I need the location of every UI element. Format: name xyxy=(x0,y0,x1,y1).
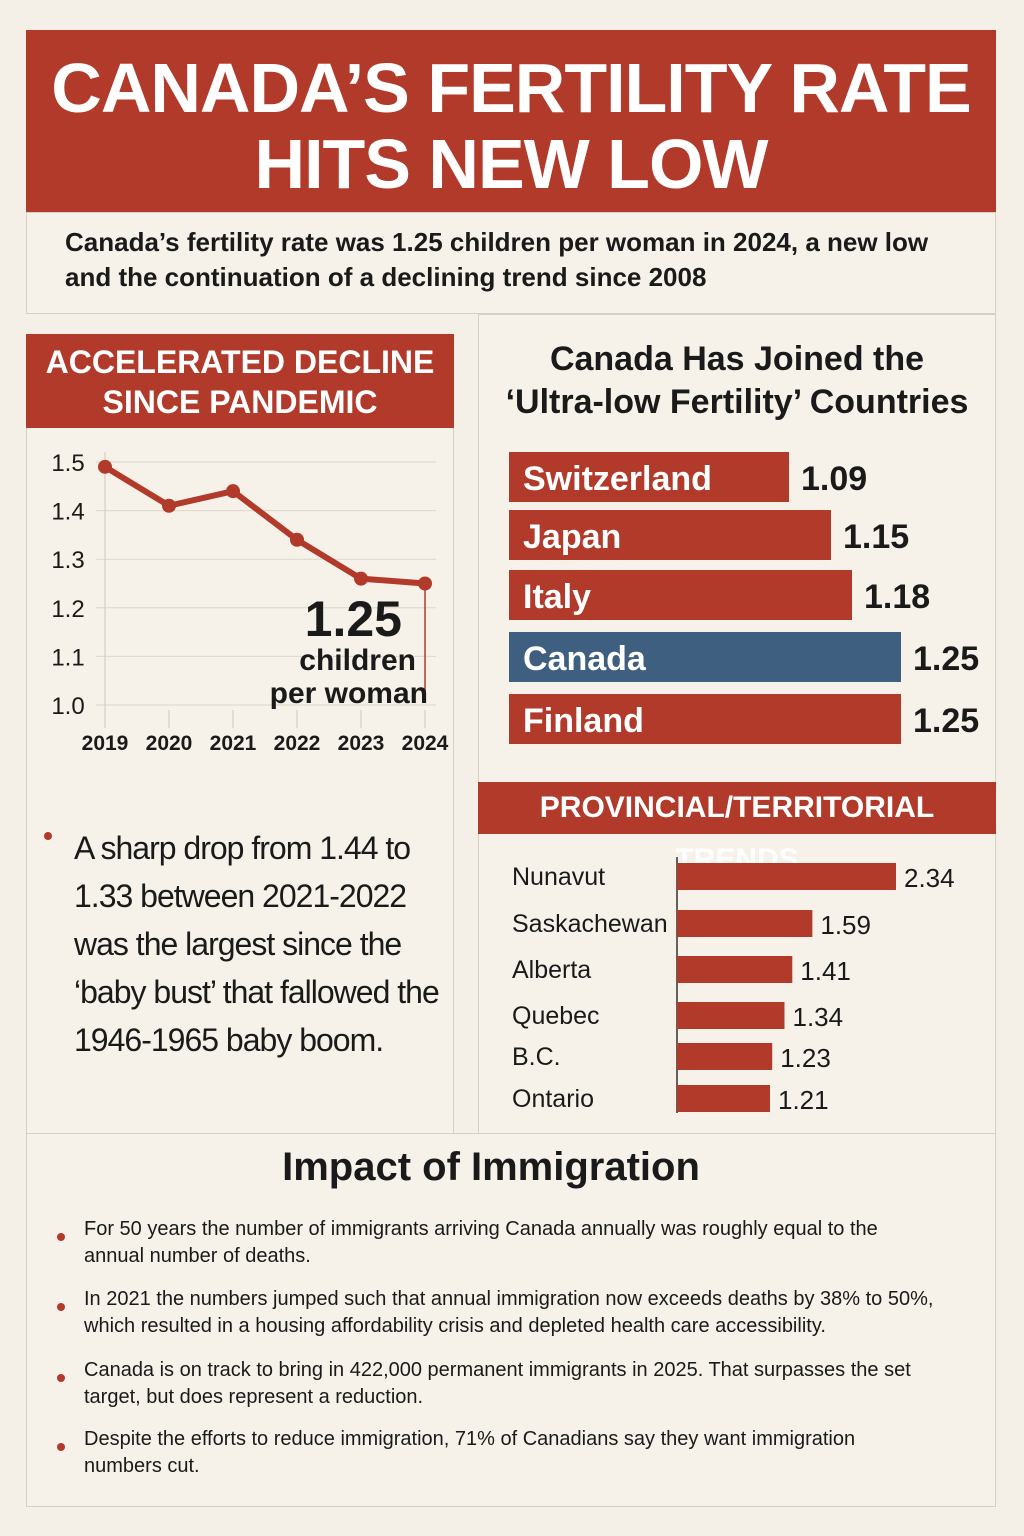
annotation-line-1: children xyxy=(299,644,416,677)
bar-japan xyxy=(509,510,831,560)
bar-value: 1.18 xyxy=(864,578,930,616)
immigration-title: Impact of Immigration xyxy=(282,1145,700,1189)
bar-value: 1.41 xyxy=(800,956,851,986)
ultra-low-heading-line-1: Canada Has Joined the xyxy=(549,340,925,378)
ultra-low-heading-line-2: ‘Ultra-low Fertility’ Countries xyxy=(505,383,969,421)
bar-label: Canada xyxy=(523,640,647,678)
annotation-line-2: per woman xyxy=(270,677,428,710)
y-tick-label: 1.4 xyxy=(51,499,84,526)
data-point-2019 xyxy=(98,459,112,474)
x-tick-label: 2024 xyxy=(402,732,449,755)
bar-saskachewan xyxy=(677,910,813,937)
category-label: Nunavut xyxy=(512,863,605,891)
decline-heading-line-2: SINCE PANDEMIC xyxy=(102,384,378,420)
immigration-panel xyxy=(26,1133,996,1507)
bar-canada xyxy=(509,632,901,682)
data-point-2020 xyxy=(162,498,176,513)
bullet-dot-icon xyxy=(57,1233,65,1241)
y-tick-label: 1.3 xyxy=(51,547,84,574)
bar-alberta xyxy=(677,956,793,983)
y-tick-label: 1.0 xyxy=(51,693,84,720)
category-label: Saskachewan xyxy=(512,910,668,938)
title-line-2: HITS NEW LOW xyxy=(254,125,769,203)
country-bar-chart: Switzerland 1.09 Japan 1.15 Italy 1.18 Canada 1… xyxy=(509,452,979,744)
data-point-2023 xyxy=(354,571,368,586)
bar-value: 1.59 xyxy=(820,910,871,940)
bar-switzerland xyxy=(509,452,789,502)
data-point-2021 xyxy=(226,484,240,499)
bar-value: 1.09 xyxy=(801,460,867,498)
bar-value: 1.15 xyxy=(843,518,909,556)
left-panel xyxy=(26,334,454,1134)
annotation-value: 1.25 xyxy=(305,591,402,647)
category-label: Ontario xyxy=(512,1085,594,1113)
decline-note: A sharp drop from 1.44 to 1.33 between 2… xyxy=(74,830,440,1058)
x-tick-label: 2021 xyxy=(210,732,257,755)
fertility-line xyxy=(103,464,426,587)
bullet-dot-icon xyxy=(57,1443,65,1451)
ultra-low-heading: Canada Has Joined the ‘Ultra-low Fertili… xyxy=(478,338,996,424)
immigration-bullet: Despite the efforts to reduce immigratio… xyxy=(84,1428,856,1477)
bullet-dot-icon xyxy=(57,1303,65,1311)
bar-value: 1.21 xyxy=(778,1085,829,1115)
bar-ontario xyxy=(677,1085,770,1112)
y-tick-label: 1.1 xyxy=(51,644,84,671)
immigration-bullet: In 2021 the numbers jumped such that ann… xyxy=(84,1288,934,1337)
bar-value: 1.34 xyxy=(792,1002,843,1032)
bar-finland xyxy=(509,694,901,744)
bar-value: 2.34 xyxy=(904,863,955,893)
bar-value: 1.25 xyxy=(913,640,979,678)
bullet-dot-icon xyxy=(44,832,52,840)
bar-label: Japan xyxy=(523,518,621,556)
x-tick-label: 2022 xyxy=(274,732,321,755)
subtitle: Canada’s fertility rate was 1.25 childre… xyxy=(65,227,929,292)
fertility-line-chart: 1.5 1.4 1.3 1.2 1.1 1.0 2019 2020 2021 2022 2023 20… xyxy=(51,450,449,755)
bar-label: Finland xyxy=(523,702,644,740)
title-line-1: CANADA’S FERTILITY RATE xyxy=(51,49,971,127)
bar-value: 1.25 xyxy=(913,702,979,740)
bullet-dot-icon xyxy=(57,1374,65,1382)
category-label: B.C. xyxy=(512,1043,561,1071)
y-tick-label: 1.2 xyxy=(51,596,84,623)
decline-heading-line-1: ACCELERATED DECLINE xyxy=(45,344,435,380)
decline-heading: ACCELERATED DECLINE SINCE PANDEMIC xyxy=(26,334,454,428)
x-tick-label: 2023 xyxy=(338,732,385,755)
provincial-bar-chart: Nunavut 2.34 Saskachewan 1.59 Alberta 1.41 Que… xyxy=(512,857,955,1115)
provincial-heading: PROVINCIAL/TERRITORIAL TRENDS xyxy=(478,782,996,876)
immigration-bullet: For 50 years the number of immigrants ar… xyxy=(84,1218,878,1267)
bar-bc xyxy=(677,1043,773,1070)
subtitle-panel: Canada’s fertility rate was 1.25 childre… xyxy=(26,212,996,314)
x-tick-label: 2020 xyxy=(146,732,193,755)
bar-quebec xyxy=(677,1002,785,1029)
bar-italy xyxy=(509,570,852,620)
page-title: CANADA’S FERTILITY RATE HITS NEW LOW xyxy=(26,30,996,212)
bar-value: 1.23 xyxy=(780,1043,831,1073)
y-tick-label: 1.5 xyxy=(51,450,84,477)
immigration-bullet: Canada is on track to bring in 422,000 p… xyxy=(84,1359,911,1408)
bar-nunavut xyxy=(677,863,896,890)
category-label: Quebec xyxy=(512,1002,600,1030)
category-label: Alberta xyxy=(512,956,591,984)
bar-label: Italy xyxy=(523,578,591,616)
bar-label: Switzerland xyxy=(523,460,712,498)
x-tick-label: 2019 xyxy=(82,732,129,755)
data-point-2022 xyxy=(290,532,304,547)
